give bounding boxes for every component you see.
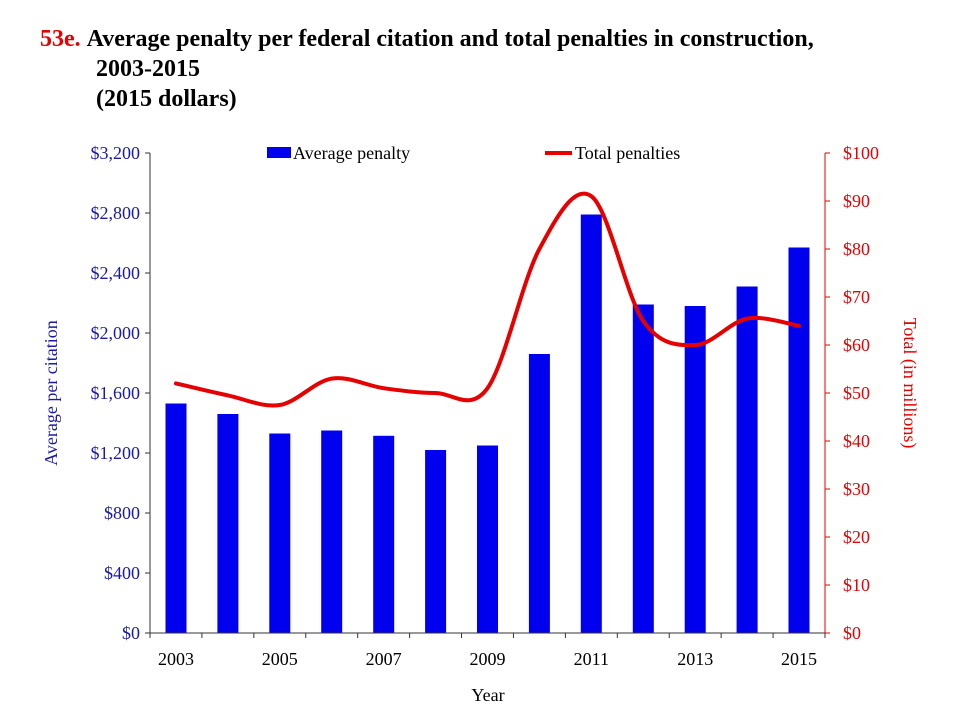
y2-tick-label: $20: [843, 527, 870, 547]
axes: $0 $400 $800 $1,200 $1,600 $2,000 $2,400 $2,800…: [91, 143, 880, 669]
chart-number: 53e.: [40, 26, 81, 52]
y2-tick-label: $90: [843, 191, 870, 211]
y2-tick-label: $40: [843, 431, 870, 451]
bar-2014: [736, 286, 758, 633]
chart-title: 53e. Average penalty per federal citation…: [40, 24, 940, 114]
bar-2005: [269, 433, 291, 633]
y2-tick-label: $50: [843, 383, 870, 403]
bar-2015: [788, 247, 810, 633]
x-tick-label: 2011: [574, 649, 609, 669]
bar-2013: [684, 306, 706, 633]
y2-tick-label: $60: [843, 335, 870, 355]
legend-label-average-penalty: Average penalty: [293, 143, 410, 163]
y-tick-label: $2,000: [91, 323, 141, 343]
y2-tick-label: $10: [843, 575, 870, 595]
bar-2004: [217, 414, 239, 633]
y2-tick-label: $80: [843, 239, 870, 259]
bar-2010: [528, 354, 550, 633]
bar-2003: [165, 403, 187, 633]
y-tick-label: $3,200: [91, 143, 141, 163]
title-line-1: Average penalty per federal citation and…: [86, 26, 814, 52]
y-axis-label: Average per citation: [41, 320, 61, 466]
x-tick-label: 2009: [470, 649, 506, 669]
y-tick-label: $1,200: [91, 443, 141, 463]
y-tick-label: $1,600: [91, 383, 141, 403]
bar-2011: [580, 214, 602, 633]
x-tick-label: 2005: [262, 649, 298, 669]
bar-2012: [632, 304, 654, 633]
bar-2007: [373, 435, 395, 634]
x-axis-label: Year: [471, 685, 504, 705]
y-tick-label: $2,400: [91, 263, 141, 283]
bar-2008: [425, 450, 447, 633]
x-tick-label: 2015: [781, 649, 817, 669]
line-series-total-penalties: [174, 191, 801, 408]
title-line-2: 2003-2015: [96, 56, 200, 82]
bar-2009: [477, 445, 498, 633]
y2-tick-label: $70: [843, 287, 870, 307]
y-tick-label: $0: [122, 623, 140, 643]
x-tick-label: 2003: [158, 649, 194, 669]
bar-series-average-penalty: [165, 214, 810, 634]
y-tick-label: $400: [104, 563, 140, 583]
legend-label-total-penalties: Total penalties: [575, 143, 680, 163]
y2-axis-label: Total (in millions): [899, 318, 920, 449]
legend: Average penalty Total penalties: [267, 143, 680, 163]
x-tick-label: 2007: [366, 649, 402, 669]
y2-tick-label: $30: [843, 479, 870, 499]
y-tick-label: $2,800: [91, 203, 141, 223]
y2-tick-label: $100: [843, 143, 879, 163]
legend-swatch-average-penalty: [267, 147, 291, 158]
title-line-3: (2015 dollars): [96, 86, 237, 112]
y-tick-label: $800: [104, 503, 140, 523]
y2-tick-label: $0: [843, 623, 861, 643]
x-tick-label: 2013: [677, 649, 713, 669]
bar-2006: [321, 430, 343, 633]
